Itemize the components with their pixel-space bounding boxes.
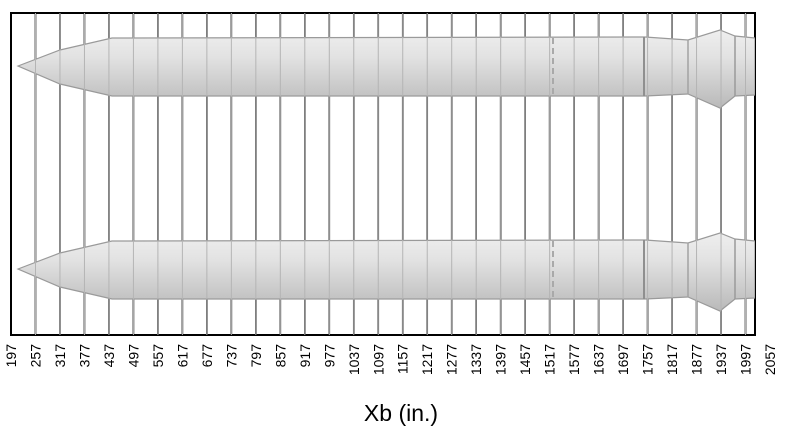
tick-label-437: 437 [101,344,117,368]
tick-label-677: 677 [199,344,215,368]
tick-label-617: 617 [174,344,190,368]
station-tick-labels: 197 257 317 377 437 497 557 617 677 737 797 857 917 9… [3,344,778,375]
boosters-group [16,29,755,312]
tick-label-557: 557 [150,344,166,368]
tick-label-797: 797 [248,344,264,368]
tick-label-1277: 1277 [444,344,460,375]
tick-label-1157: 1157 [395,344,411,374]
tick-label-1217: 1217 [419,344,435,375]
tick-label-377: 377 [76,344,92,368]
axis-title: Xb (in.) [364,400,438,426]
tick-label-1517: 1517 [542,344,558,375]
tick-label-1097: 1097 [370,344,386,375]
tick-label-1697: 1697 [615,344,631,375]
tick-label-2057: 2057 [762,344,778,375]
upper-booster [16,29,755,109]
tick-label-1997: 1997 [738,344,754,375]
tick-label-197: 197 [3,344,19,368]
tick-label-1877: 1877 [689,344,705,375]
tick-label-1577: 1577 [566,344,582,375]
tick-label-1817: 1817 [664,344,680,375]
tick-label-1637: 1637 [591,344,607,375]
tick-label-737: 737 [223,344,239,368]
tick-label-857: 857 [272,344,288,368]
tick-label-1397: 1397 [493,344,509,375]
tick-label-977: 977 [321,344,337,368]
tick-label-317: 317 [52,344,68,368]
tick-label-1457: 1457 [517,344,533,375]
tick-label-1037: 1037 [346,344,362,375]
tick-label-497: 497 [125,344,141,368]
tick-label-1337: 1337 [468,344,484,375]
tick-label-257: 257 [27,344,43,368]
lower-booster [16,232,755,312]
tick-label-917: 917 [297,344,313,368]
tick-label-1757: 1757 [640,344,656,375]
tick-label-1937: 1937 [713,344,729,375]
station-grid-overlay [34,13,747,335]
